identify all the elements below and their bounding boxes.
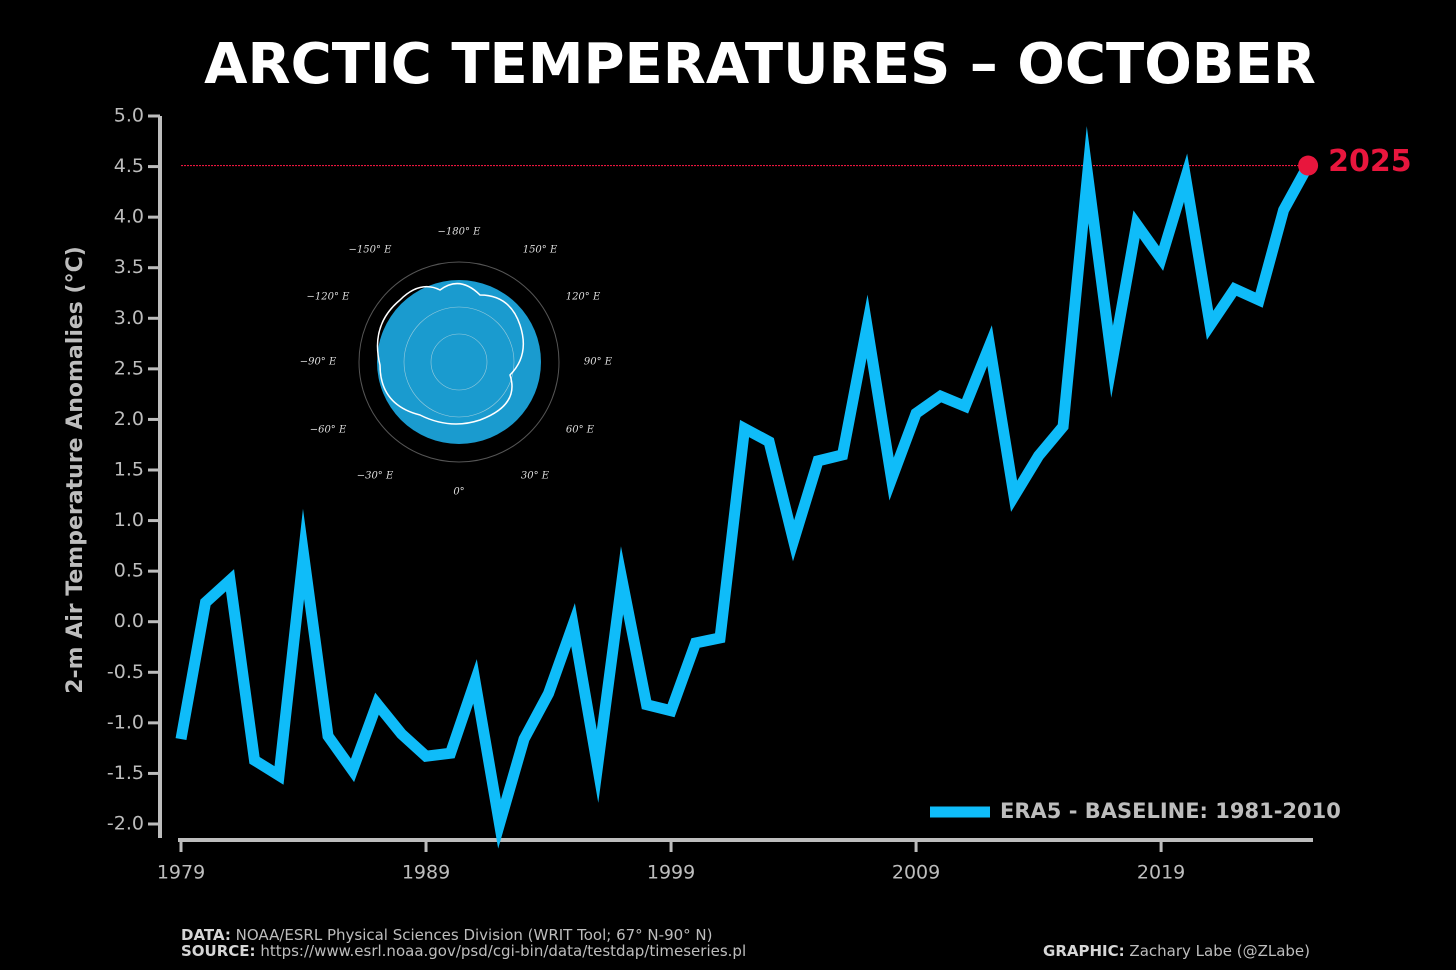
map-ring — [403, 306, 515, 418]
map-disc — [377, 280, 541, 444]
map-ring — [358, 261, 560, 463]
note-label: GRAPHIC: — [1043, 942, 1125, 960]
map-label: 0° — [453, 487, 464, 498]
note-text: NOAA/ESRL Physical Sciences Division (WR… — [236, 926, 713, 944]
y-axis-label: 2-m Air Temperature Anomalies (°C) — [63, 246, 88, 694]
y-tick-label: -1.5 — [107, 762, 144, 784]
map-label: 30° E — [521, 471, 550, 482]
map-label: −120° E — [307, 292, 351, 303]
map-label: −180° E — [438, 227, 482, 238]
y-tick-label: 1.0 — [114, 509, 144, 531]
x-tick-label: 1989 — [402, 862, 450, 884]
x-tick-label: 2009 — [892, 862, 940, 884]
map-label: −150° E — [349, 245, 393, 256]
y-tick-label: 3.0 — [114, 307, 144, 329]
map-label: 60° E — [566, 425, 595, 436]
legend-label: ERA5 - BASELINE: 1981-2010 — [1000, 799, 1341, 823]
map-label: 120° E — [566, 292, 601, 303]
y-tick-label: 4.5 — [114, 155, 144, 177]
coastline — [376, 282, 525, 425]
map-inset — [358, 261, 560, 463]
note-text: https://www.esrl.noaa.gov/psd/cgi-bin/da… — [260, 942, 746, 960]
note-label: SOURCE: — [181, 942, 256, 960]
note: DATA: NOAA/ESRL Physical Sciences Divisi… — [181, 926, 713, 944]
y-tick-label: 3.5 — [114, 256, 144, 278]
data-line — [175, 126, 1313, 849]
y-tick-label: 0.5 — [114, 560, 144, 582]
y-tick-label: 1.5 — [114, 459, 144, 481]
map-label: 150° E — [523, 245, 558, 256]
y-tick-label: -0.5 — [107, 661, 144, 683]
x-tick-label: 2019 — [1137, 862, 1185, 884]
x-tick-label: 1999 — [647, 862, 695, 884]
map-label: 90° E — [584, 357, 613, 368]
chart-title: ARCTIC TEMPERATURES – OCTOBER — [204, 32, 1316, 97]
highlight-label: 2025 — [1328, 144, 1412, 179]
map-ring — [430, 333, 488, 391]
y-tick-label: -2.0 — [107, 813, 144, 835]
y-tick-label: 2.5 — [114, 357, 144, 379]
y-tick-label: 0.0 — [114, 610, 144, 632]
note: SOURCE: https://www.esrl.noaa.gov/psd/cg… — [181, 942, 746, 960]
highlight-dot — [1298, 155, 1319, 176]
note: GRAPHIC: Zachary Labe (@ZLabe) — [1043, 942, 1310, 960]
y-tick-label: 5.0 — [114, 105, 144, 127]
note-text: Zachary Labe (@ZLabe) — [1129, 942, 1310, 960]
x-tick-label: 1979 — [157, 862, 205, 884]
map-label: −60° E — [310, 425, 347, 436]
y-tick-label: 4.0 — [114, 206, 144, 228]
map-label: −30° E — [357, 471, 394, 482]
y-tick-label: -1.0 — [107, 711, 144, 733]
note-label: DATA: — [181, 926, 231, 944]
map-label: −90° E — [300, 357, 337, 368]
y-tick-label: 2.0 — [114, 408, 144, 430]
